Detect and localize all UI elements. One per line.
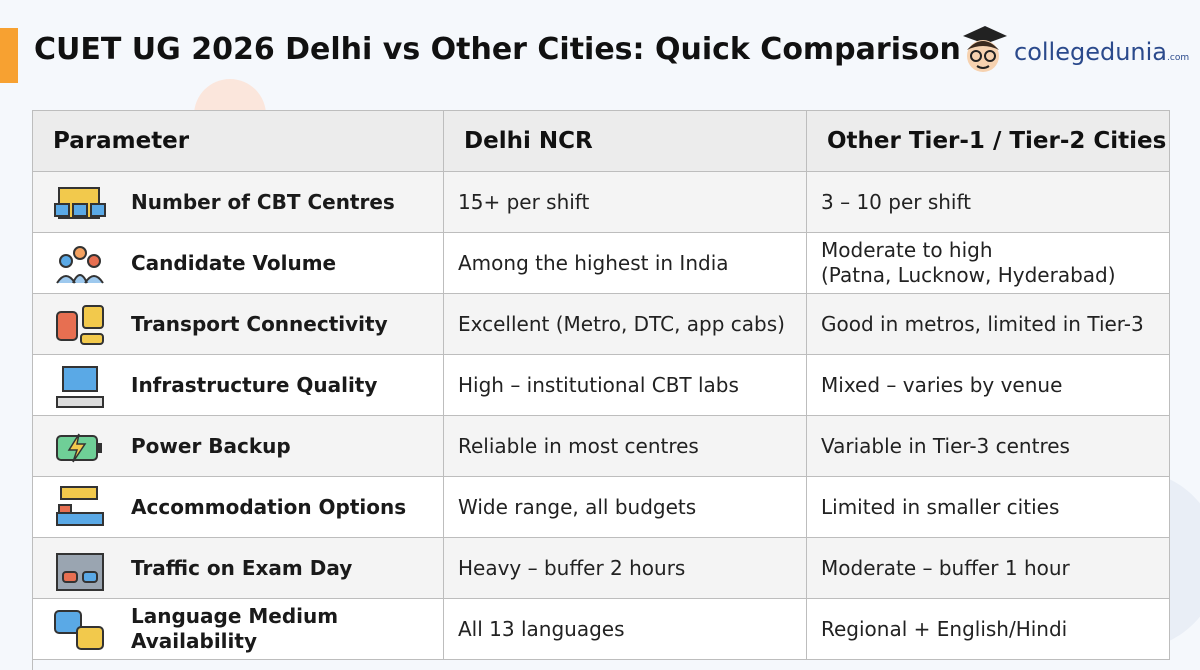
- value-cell: Reliable in most centres: [444, 416, 807, 477]
- brand-name: collegedunia: [1014, 38, 1168, 66]
- value-cell-text: Wide range, all budgets: [458, 494, 697, 519]
- row-icon: [56, 433, 102, 463]
- header-cell: Parameter: [33, 111, 444, 172]
- value-cell-text: All 13 languages: [458, 616, 625, 641]
- value-cell-text: Variable in Tier-3 centres: [821, 433, 1070, 458]
- parameter-cell-text: Candidate Volume: [131, 250, 337, 275]
- value-cell-text: Moderate – buffer 1 hour: [821, 555, 1070, 580]
- row-icon: [54, 610, 104, 650]
- value-cell-text: Among the highest in India: [458, 250, 729, 275]
- value-cell: High – institutional CBT labs: [444, 355, 807, 416]
- parameter-cell-text: Infrastructure Quality: [131, 372, 378, 397]
- parameter-cell-text: Power Backup: [131, 433, 291, 458]
- value-cell: 3 – 10 per shift: [807, 172, 1170, 233]
- parameter-cell: Transport Connectivity: [33, 294, 444, 355]
- header-cell: Other Tier-1 / Tier-2 Cities: [807, 111, 1170, 172]
- value-cell-text: Heavy – buffer 2 hours: [458, 555, 686, 580]
- brand: collegedunia.com: [1014, 38, 1189, 66]
- accent-bar: [0, 28, 18, 83]
- row-icon: [56, 486, 104, 526]
- parameter-cell-text: Traffic on Exam Day: [131, 555, 353, 580]
- title: CUET UG 2026 Delhi vs Other Cities: Quic…: [34, 32, 961, 67]
- row-icon: [54, 187, 106, 219]
- value-cell-text: Regional + English/Hindi: [821, 616, 1068, 641]
- value-cell-text: 3 – 10 per shift: [821, 189, 972, 214]
- value-cell: All 13 languages: [444, 599, 807, 660]
- header-cell-text: Parameter: [53, 127, 190, 154]
- value-cell: Good in metros, limited in Tier-3: [807, 294, 1170, 355]
- value-cell: Limited in smaller cities: [807, 477, 1170, 538]
- header-cell: Delhi NCR: [444, 111, 807, 172]
- brand-suffix: .com: [1167, 53, 1190, 63]
- value-cell-text: Good in metros, limited in Tier-3: [821, 311, 1144, 336]
- header-cell-text: Delhi NCR: [464, 127, 593, 154]
- header-cell-text: Other Tier-1 / Tier-2 Cities: [827, 127, 1167, 154]
- value-cell: Excellent (Metro, DTC, app cabs): [444, 294, 807, 355]
- value-cell: Variable in Tier-3 centres: [807, 416, 1170, 477]
- value-cell: Mixed – varies by venue: [807, 355, 1170, 416]
- value-cell-text: Reliable in most centres: [458, 433, 699, 458]
- value-cell: Regional + English/Hindi: [807, 599, 1170, 660]
- parameter-cell: Language Medium Availability: [33, 599, 444, 660]
- parameter-cell-text: Language Medium Availability: [131, 604, 339, 653]
- row-icon: [56, 305, 104, 345]
- value-cell: Moderate – buffer 1 hour: [807, 538, 1170, 599]
- value-cell-text: Moderate to high (Patna, Lucknow, Hydera…: [821, 238, 1116, 287]
- parameter-cell-text: Transport Connectivity: [131, 311, 388, 336]
- parameter-cell: Number of CBT Centres: [33, 172, 444, 233]
- parameter-cell: Power Backup: [33, 416, 444, 477]
- value-cell-text: 15+ per shift: [458, 189, 590, 214]
- value-cell-text: Limited in smaller cities: [821, 494, 1060, 519]
- value-cell: Moderate to high (Patna, Lucknow, Hydera…: [807, 233, 1170, 294]
- value-cell: 15+ per shift: [444, 172, 807, 233]
- parameter-cell: Infrastructure Quality: [33, 355, 444, 416]
- logo-mascot: [963, 26, 1007, 72]
- row-icon: [56, 366, 104, 408]
- parameter-cell: Traffic on Exam Day: [33, 538, 444, 599]
- row-icon: [56, 553, 104, 591]
- value-cell: Heavy – buffer 2 hours: [444, 538, 807, 599]
- comparison-table: Parameter Delhi NCR Other Tier-1 / Tier-2 …: [32, 110, 1170, 670]
- parameter-cell-text: Accommodation Options: [131, 494, 407, 519]
- parameter-cell: Accommodation Options: [33, 477, 444, 538]
- row-icon: [56, 246, 104, 284]
- value-cell: Wide range, all budgets: [444, 477, 807, 538]
- value-cell: Among the highest in India: [444, 233, 807, 294]
- parameter-cell: Candidate Volume: [33, 233, 444, 294]
- value-cell-text: Excellent (Metro, DTC, app cabs): [458, 311, 785, 336]
- value-cell-text: High – institutional CBT labs: [458, 372, 739, 397]
- value-cell-text: Mixed – varies by venue: [821, 372, 1063, 397]
- parameter-cell-text: Number of CBT Centres: [131, 189, 395, 214]
